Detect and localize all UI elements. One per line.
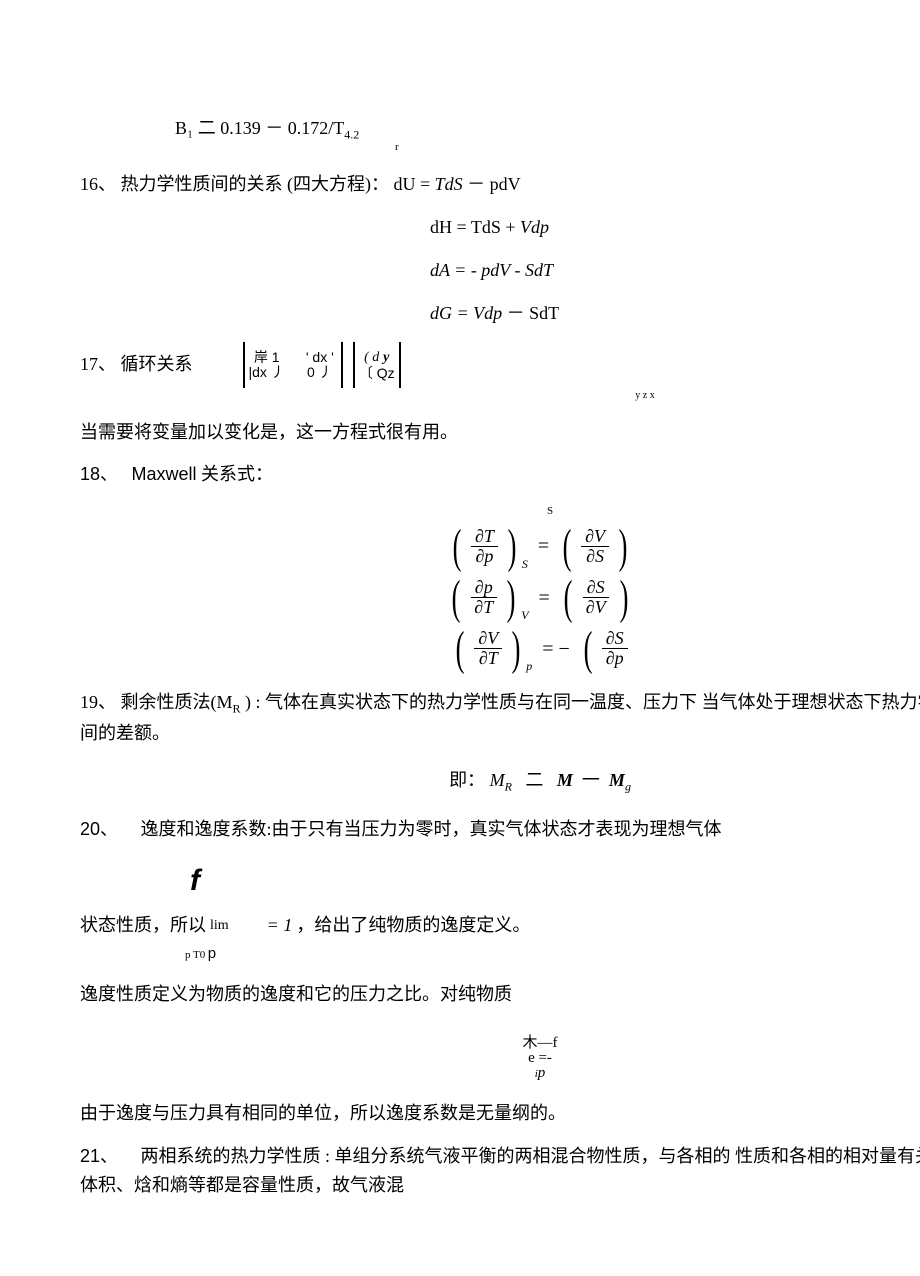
cell1-bot: |dx 丿 <box>249 365 285 380</box>
fugacity-limit-line: 状态性质，所以lim = 1 ，给出了纯物质的逸度定义。 <box>80 911 920 940</box>
rparen-icon: ) <box>619 525 628 568</box>
item-17-note: 当需要将变量加以变化是，这一方程式很有用。 <box>80 418 920 447</box>
cell3-bot: 〔 Qz <box>359 366 395 381</box>
cell1-top: 岸 1 <box>254 350 280 365</box>
lparen-icon: ( <box>563 525 572 568</box>
maxwell-row: (∂T∂p)S=(∂V∂S) <box>80 525 920 568</box>
maxwell-lhs-frac: ∂V∂T <box>474 629 502 668</box>
item-20-body3: 逸度性质定义为物质的逸度和它的压力之比。对纯物质 <box>80 980 920 1009</box>
fugacity-f: f <box>80 857 920 905</box>
item-19-eq: 即： MR 二 M 一 Mg <box>80 766 920 797</box>
item-20-body4: 由于逸度与压力具有相同的单位，所以逸度系数是无量纲的。 <box>80 1099 920 1128</box>
item-16-eq1: dU = TdS － pdV <box>394 174 521 194</box>
item-20-body1: 逸度和逸度系数:由于只有当压力为零时，真实气体状态才表现为理想气体 <box>141 819 722 839</box>
cell2-sub: y z x <box>290 388 920 404</box>
item-20-body2-post: ，给出了纯物质的逸度定义。 <box>296 911 530 940</box>
fugacity-coeff-eq: 木—f e =- ip <box>80 1027 920 1081</box>
bracket-bar <box>399 342 401 388</box>
item-16-eq2: dH = TdS + Vdp <box>80 213 920 242</box>
maxwell-row: (∂p∂T)V=(∂S∂V) <box>80 576 920 619</box>
item-19-label: 19、 <box>80 692 116 712</box>
lparen-icon: ( <box>452 576 461 619</box>
maxwell-s-top: S <box>100 503 920 521</box>
lim-eq-one: = 1 <box>267 911 293 940</box>
lparen-icon: ( <box>453 525 462 568</box>
item-21: 21、 两相系统的热力学性质 : 单组分系统气液平衡的两相混合物性质，与各相的 … <box>80 1142 920 1200</box>
item-21-label: 21、 <box>80 1146 118 1166</box>
item-16-lead: 热力学性质间的关系 (四大方程)： <box>121 174 390 194</box>
item-17-label: 17、 <box>80 354 116 374</box>
cell2-top: ' dx ' <box>306 350 334 365</box>
lim-text: lim <box>210 915 229 937</box>
cell3-top: ( d y <box>364 349 389 366</box>
item-18-title-cn: 关系式： <box>201 464 273 484</box>
eq-b1: B₁ 二 0.139 － 0.172/T4.2 r <box>80 114 920 156</box>
eq-b1-text: B₁ 二 0.139 － 0.172/T <box>175 118 344 138</box>
item-18: 18、 Maxwell 关系式： <box>80 460 920 489</box>
item-16-label: 16、 <box>80 174 116 194</box>
item-21-body: 两相系统的热力学性质 : 单组分系统气液平衡的两相混合物性质，与各相的 性质和各… <box>80 1146 920 1195</box>
cycle-cell-3: ( d y 〔 Qz <box>353 342 401 388</box>
lparen-icon: ( <box>563 576 572 619</box>
item-20-body2-pre: 状态性质，所以 <box>80 911 206 940</box>
maxwell-rows: (∂T∂p)S=(∂V∂S)(∂p∂T)V=(∂S∂V)(∂V∂T)p= −(∂… <box>80 525 920 671</box>
item-19: 19、 剩余性质法(MR ) : 气体在真实状态下的热力学性质与在同一温度、压力… <box>80 688 920 748</box>
item-16: 16、 热力学性质间的关系 (四大方程)： dU = TdS － pdV <box>80 170 920 199</box>
equals-sign: = <box>534 530 553 562</box>
maxwell-rhs-frac: ∂S∂V <box>582 578 610 617</box>
lparen-icon: ( <box>583 627 592 670</box>
cycle-cell-2: ' dx ' 0 丿 <box>299 342 343 388</box>
bracket-bar <box>341 342 343 388</box>
cell2-bot: 0 丿 <box>307 365 333 380</box>
maxwell-lhs-frac: ∂p∂T <box>470 578 497 617</box>
item-16-eq3: dA = - pdV - SdT <box>80 256 920 285</box>
item-20-label: 20、 <box>80 819 118 839</box>
item-18-label: 18、 <box>80 464 118 484</box>
rparen-icon: ) <box>507 576 516 619</box>
maxwell-row: (∂V∂T)p= −(∂S∂p <box>80 627 920 670</box>
maxwell-lhs-sub: S <box>522 555 528 574</box>
lim-sub: p T0 p <box>185 942 920 966</box>
equals-sign: = <box>535 582 554 614</box>
item-17-title: 循环关系 <box>121 354 193 374</box>
fug-top: 木—f <box>523 1036 558 1051</box>
eq-b1-exp: 4.2 <box>344 128 359 142</box>
eq-b1-sub-r: r <box>395 139 920 157</box>
item-16-eq4: dG = Vdp － SdT <box>80 299 920 328</box>
maxwell-lhs-sub: p <box>526 657 532 676</box>
equals-sign: = − <box>538 633 574 665</box>
cycle-cell-1: 岸 1 |dx 丿 <box>243 342 289 388</box>
maxwell-rhs-frac: ∂S∂p <box>602 629 628 668</box>
maxwell-lhs-frac: ∂T∂p <box>471 527 498 566</box>
item-20: 20、 逸度和逸度系数:由于只有当压力为零时，真实气体状态才表现为理想气体 <box>80 815 920 844</box>
rparen-icon: ) <box>512 627 521 670</box>
rparen-icon: ) <box>619 576 628 619</box>
lparen-icon: ( <box>456 627 465 670</box>
item-19-title: 剩余性质法 <box>121 692 211 712</box>
item-19-paren: (MR ) : <box>211 692 261 712</box>
fug-bot: ip <box>535 1066 546 1081</box>
item-19-eqpre: 即： <box>449 770 485 790</box>
fug-mid: e =- <box>528 1051 552 1066</box>
item-17: 17、 循环关系 岸 1 |dx 丿 ' dx ' 0 丿 ( d y 〔 Qz <box>80 342 920 388</box>
maxwell-lhs-sub: V <box>521 606 528 625</box>
rparen-icon: ) <box>507 525 516 568</box>
maxwell-rhs-frac: ∂V∂S <box>581 527 609 566</box>
